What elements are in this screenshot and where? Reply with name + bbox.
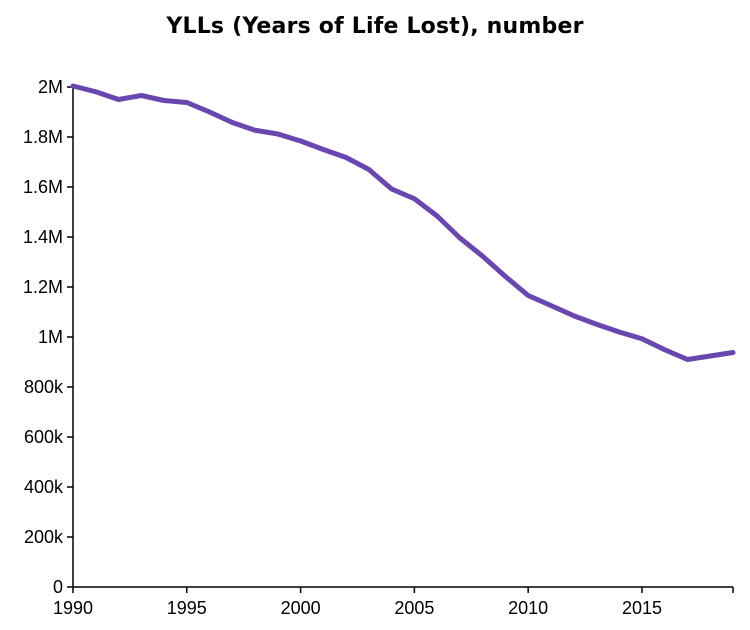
y-tick-label: 1.2M: [23, 277, 63, 297]
y-tick-label: 400k: [24, 477, 64, 497]
y-tick-label: 0: [53, 577, 63, 597]
y-tick-label: 200k: [24, 527, 64, 547]
x-tick-label: 1990: [53, 598, 93, 618]
y-tick-label: 1.8M: [23, 127, 63, 147]
plot-area: [70, 83, 736, 362]
y-tick-label: 1.4M: [23, 227, 63, 247]
y-tick-label: 1.6M: [23, 177, 63, 197]
x-tick-label: 2015: [622, 598, 662, 618]
chart-title: YLLs (Years of Life Lost), number: [166, 14, 584, 39]
x-tick-label: 1995: [167, 598, 207, 618]
y-tick-label: 1M: [38, 327, 63, 347]
x-tick-label: 2000: [281, 598, 321, 618]
y-tick-label: 800k: [24, 377, 64, 397]
x-tick-label: 2010: [508, 598, 548, 618]
axes: 0 200k 400k 600k 800k 1M 1.2M 1.4M 1.6M 1.8M 2M 199…: [23, 77, 734, 618]
y-tick-label: 600k: [24, 427, 64, 447]
x-tick-label: 2005: [394, 598, 434, 618]
series-line: [70, 83, 736, 362]
y-tick-label: 2M: [38, 77, 63, 97]
